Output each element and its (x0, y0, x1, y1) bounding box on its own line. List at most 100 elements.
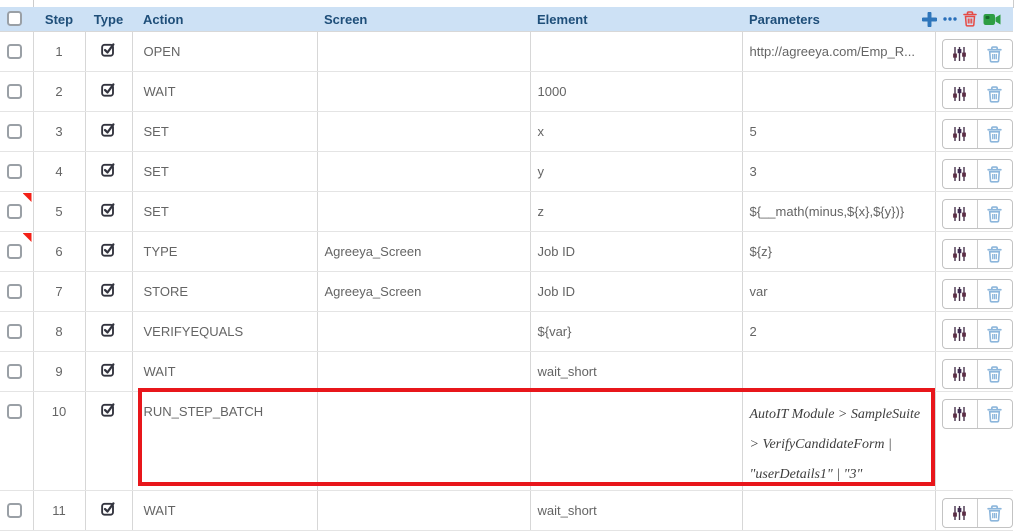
action-cell[interactable]: VERIFYEQUALS (132, 311, 318, 352)
sliders-icon (953, 505, 966, 521)
row-checkbox[interactable] (7, 44, 22, 59)
action-cell[interactable]: RUN_STEP_BATCH (132, 391, 318, 491)
screen-cell[interactable]: Agreeya_Screen (317, 271, 531, 312)
parameters-cell[interactable] (742, 351, 936, 392)
parameters-cell[interactable]: ${__math(minus,${x},${y})} (742, 191, 936, 232)
row-delete-button[interactable] (977, 360, 1012, 388)
row-delete-button[interactable] (977, 320, 1012, 348)
element-cell[interactable]: y (530, 151, 743, 192)
action-cell[interactable]: SET (132, 111, 318, 152)
action-cell[interactable]: WAIT (132, 71, 318, 112)
action-cell[interactable]: WAIT (132, 490, 318, 531)
parameters-cell[interactable]: 2 (742, 311, 936, 352)
row-delete-button[interactable] (977, 400, 1012, 428)
element-cell[interactable]: z (530, 191, 743, 232)
parameters-cell[interactable]: ${z} (742, 231, 936, 272)
row-settings-button[interactable] (942, 80, 978, 108)
parameters-cell[interactable]: 5 (742, 111, 936, 152)
delete-steps-button[interactable] (963, 11, 977, 27)
more-options-button[interactable] (943, 16, 957, 22)
row-settings-button[interactable] (942, 320, 978, 348)
action-cell[interactable]: OPEN (132, 31, 318, 72)
sliders-icon (953, 406, 966, 422)
action-cell[interactable]: STORE (132, 271, 318, 312)
row-delete-button[interactable] (977, 240, 1012, 268)
trash-icon (987, 504, 1002, 522)
row-checkbox[interactable] (7, 244, 22, 259)
row-delete-button[interactable] (977, 200, 1012, 228)
row-settings-button[interactable] (942, 400, 978, 428)
element-cell[interactable] (530, 391, 743, 491)
type-cell (85, 311, 133, 352)
row-actions-cell (935, 151, 1013, 192)
type-cell (85, 71, 133, 112)
action-cell[interactable]: WAIT (132, 351, 318, 392)
parameters-cell[interactable] (742, 71, 936, 112)
element-cell[interactable] (530, 31, 743, 72)
parameters-cell[interactable] (742, 490, 936, 531)
row-delete-button[interactable] (977, 160, 1012, 188)
parameters-cell[interactable]: 3 (742, 151, 936, 192)
row-delete-button[interactable] (977, 280, 1012, 308)
row-checkbox[interactable] (7, 164, 22, 179)
element-cell[interactable]: Job ID (530, 271, 743, 312)
row-checkbox[interactable] (7, 404, 22, 419)
sliders-icon (953, 326, 966, 342)
element-cell[interactable]: x (530, 111, 743, 152)
row-delete-button[interactable] (977, 499, 1012, 527)
element-cell[interactable]: wait_short (530, 490, 743, 531)
row-checkbox[interactable] (7, 204, 22, 219)
row-settings-button[interactable] (942, 360, 978, 388)
record-button[interactable] (983, 13, 1001, 26)
parameters-cell[interactable]: http://agreeya.com/Emp_R... (742, 31, 936, 72)
trash-icon (987, 165, 1002, 183)
select-all-checkbox[interactable] (7, 11, 22, 26)
row-settings-button[interactable] (942, 499, 978, 527)
step-number: 9 (33, 351, 86, 392)
element-cell[interactable]: wait_short (530, 351, 743, 392)
add-step-button[interactable] (922, 11, 937, 27)
screen-cell[interactable] (317, 490, 531, 531)
row-settings-button[interactable] (942, 200, 978, 228)
row-delete-button[interactable] (977, 40, 1012, 68)
row-actions-cell (935, 191, 1013, 232)
row-checkbox[interactable] (7, 503, 22, 518)
screen-cell[interactable] (317, 111, 531, 152)
element-cell[interactable]: Job ID (530, 231, 743, 272)
row-checkbox[interactable] (7, 84, 22, 99)
row-settings-button[interactable] (942, 240, 978, 268)
header-row: Step Type Action Screen Element Paramete… (0, 7, 1013, 32)
screen-cell[interactable] (317, 191, 531, 232)
parameters-cell[interactable]: AutoIT Module > SampleSuite > VerifyCand… (742, 391, 936, 491)
row-settings-button[interactable] (942, 120, 978, 148)
row-checkbox[interactable] (7, 124, 22, 139)
type-cell (85, 391, 133, 491)
element-cell[interactable]: ${var} (530, 311, 743, 352)
row-checkbox[interactable] (7, 324, 22, 339)
row-settings-button[interactable] (942, 40, 978, 68)
row-settings-button[interactable] (942, 280, 978, 308)
row-checkbox[interactable] (7, 284, 22, 299)
screen-cell[interactable] (317, 351, 531, 392)
row-actions-cell (935, 391, 1013, 491)
screen-cell[interactable] (317, 71, 531, 112)
row-settings-button[interactable] (942, 160, 978, 188)
sliders-icon (953, 246, 966, 262)
screen-cell[interactable] (317, 391, 531, 491)
action-cell[interactable]: SET (132, 191, 318, 232)
table-row: 5 SET z ${__math(minus,${x},${y})} (0, 191, 1013, 232)
row-checkbox[interactable] (7, 364, 22, 379)
action-cell[interactable]: SET (132, 151, 318, 192)
screen-cell[interactable] (317, 151, 531, 192)
sliders-icon (953, 126, 966, 142)
sliders-icon (953, 46, 966, 62)
screen-cell[interactable] (317, 311, 531, 352)
table-row: 11 WAIT wait_short (0, 490, 1013, 531)
screen-cell[interactable] (317, 31, 531, 72)
element-cell[interactable]: 1000 (530, 71, 743, 112)
screen-cell[interactable]: Agreeya_Screen (317, 231, 531, 272)
row-delete-button[interactable] (977, 120, 1012, 148)
parameters-cell[interactable]: var (742, 271, 936, 312)
row-delete-button[interactable] (977, 80, 1012, 108)
action-cell[interactable]: TYPE (132, 231, 318, 272)
